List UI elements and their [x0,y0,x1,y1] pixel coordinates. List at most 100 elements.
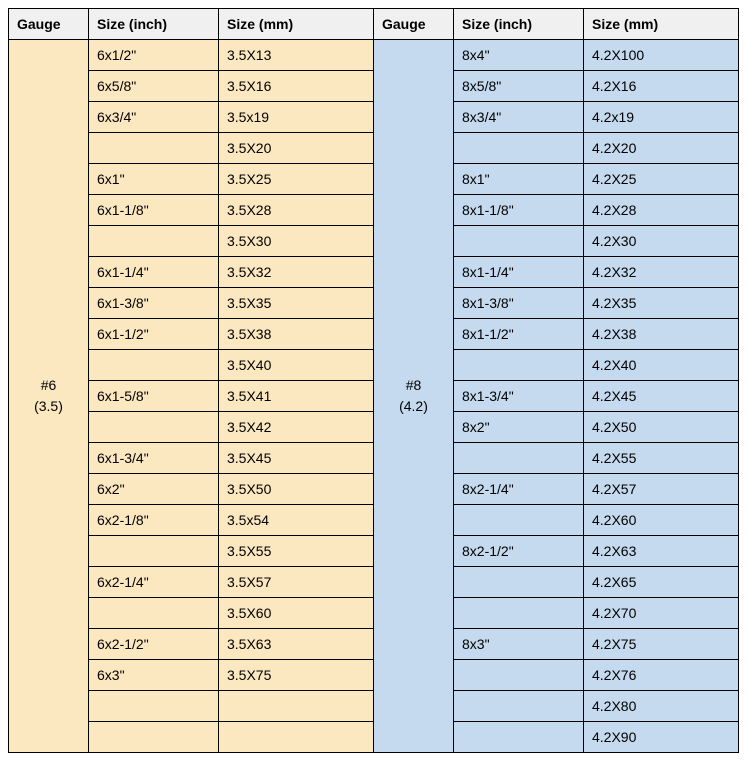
size-mm-cell: 3.5X57 [219,567,374,598]
size-mm-cell: 4.2X63 [584,536,739,567]
size-mm-cell: 4.2X28 [584,195,739,226]
size-mm-cell: 4.2X16 [584,71,739,102]
size-inch-cell: 6x2-1/4" [89,567,219,598]
size-mm-cell: 3.5X13 [219,40,374,71]
size-inch-cell: 8x2-1/2" [454,536,584,567]
size-inch-cell: 6x1-1/4" [89,257,219,288]
size-inch-cell [89,691,219,722]
size-mm-cell: 3.5X63 [219,629,374,660]
size-mm-cell: 3.5x54 [219,505,374,536]
size-mm-cell [219,691,374,722]
size-mm-cell: 4.2X60 [584,505,739,536]
gauge-8-dia: (4.2) [399,398,428,414]
size-inch-cell: 8x1-3/8" [454,288,584,319]
size-mm-cell: 3.5X16 [219,71,374,102]
size-mm-cell: 3.5X42 [219,412,374,443]
size-inch-cell: 8x1-1/2" [454,319,584,350]
size-inch-cell: 6x2-1/8" [89,505,219,536]
size-inch-cell: 8x1-3/4" [454,381,584,412]
size-mm-cell: 4.2X100 [584,40,739,71]
size-inch-cell [454,133,584,164]
size-mm-cell: 3.5X60 [219,598,374,629]
size-mm-cell: 4.2X38 [584,319,739,350]
gauge-6-dia: (3.5) [34,398,63,414]
size-inch-cell: 8x1-1/8" [454,195,584,226]
size-mm-cell: 4.2x19 [584,102,739,133]
size-mm-cell: 3.5X40 [219,350,374,381]
size-mm-cell: 3.5X25 [219,164,374,195]
size-mm-cell: 4.2X45 [584,381,739,412]
size-inch-cell: 8x4" [454,40,584,71]
size-inch-cell: 6x1/2" [89,40,219,71]
size-mm-cell: 3.5X75 [219,660,374,691]
size-inch-cell: 6x1-1/8" [89,195,219,226]
header-gauge-1: Gauge [9,9,89,40]
size-inch-cell: 8x3/4" [454,102,584,133]
header-row: Gauge Size (inch) Size (mm) Gauge Size (… [9,9,739,40]
size-inch-cell [89,598,219,629]
size-mm-cell: 4.2X40 [584,350,739,381]
size-inch-cell: 6x2-1/2" [89,629,219,660]
header-gauge-2: Gauge [374,9,454,40]
size-inch-cell [89,412,219,443]
header-size-mm-2: Size (mm) [584,9,739,40]
size-inch-cell [454,660,584,691]
size-inch-cell: 6x1-3/8" [89,288,219,319]
size-mm-cell: 4.2X25 [584,164,739,195]
size-mm-cell: 4.2X57 [584,474,739,505]
size-inch-cell [454,722,584,753]
size-inch-cell [454,598,584,629]
size-mm-cell: 4.2X30 [584,226,739,257]
size-mm-cell: 4.2X75 [584,629,739,660]
size-mm-cell: 4.2X76 [584,660,739,691]
size-inch-cell: 6x1-3/4" [89,443,219,474]
size-inch-cell: 8x1" [454,164,584,195]
header-size-mm-1: Size (mm) [219,9,374,40]
size-inch-cell: 6x5/8" [89,71,219,102]
size-mm-cell: 3.5X50 [219,474,374,505]
gauge-8-cell: #8 (4.2) [374,40,454,753]
size-mm-cell: 3.5X35 [219,288,374,319]
size-inch-cell: 8x5/8" [454,71,584,102]
size-inch-cell: 6x3" [89,660,219,691]
header-size-inch-2: Size (inch) [454,9,584,40]
size-mm-cell: 3.5X41 [219,381,374,412]
size-mm-cell: 4.2X32 [584,257,739,288]
size-inch-cell [89,350,219,381]
size-mm-cell: 3.5X38 [219,319,374,350]
size-inch-cell: 8x2" [454,412,584,443]
gauge-6-cell: #6 (3.5) [9,40,89,753]
size-inch-cell: 6x1" [89,164,219,195]
size-mm-cell: 4.2X35 [584,288,739,319]
size-inch-cell [454,350,584,381]
header-size-inch-1: Size (inch) [89,9,219,40]
size-mm-cell: 4.2X70 [584,598,739,629]
size-mm-cell: 3.5X45 [219,443,374,474]
table-row: #6(3.5)6x1/2"3.5X13#8(4.2)8x4"4.2X100 [9,40,739,71]
size-inch-cell [454,691,584,722]
size-mm-cell: 4.2X55 [584,443,739,474]
size-mm-cell: 4.2X80 [584,691,739,722]
size-mm-cell: 4.2X90 [584,722,739,753]
size-mm-cell: 4.2X50 [584,412,739,443]
size-mm-cell: 4.2X65 [584,567,739,598]
size-inch-cell: 6x1-5/8" [89,381,219,412]
size-inch-cell [89,722,219,753]
size-inch-cell [454,505,584,536]
size-inch-cell: 6x2" [89,474,219,505]
size-mm-cell: 3.5X28 [219,195,374,226]
size-inch-cell [454,226,584,257]
gauge-8-label: #8 [406,377,422,393]
size-inch-cell: 6x1-1/2" [89,319,219,350]
size-inch-cell [454,567,584,598]
size-inch-cell: 6x3/4" [89,102,219,133]
size-mm-cell: 3.5X20 [219,133,374,164]
gauge-6-label: #6 [41,377,57,393]
size-mm-cell: 3.5X32 [219,257,374,288]
size-mm-cell: 3.5x19 [219,102,374,133]
size-inch-cell [89,133,219,164]
size-inch-cell: 8x1-1/4" [454,257,584,288]
size-mm-cell: 4.2X20 [584,133,739,164]
size-inch-cell [89,536,219,567]
gauge-size-table: Gauge Size (inch) Size (mm) Gauge Size (… [8,8,739,753]
